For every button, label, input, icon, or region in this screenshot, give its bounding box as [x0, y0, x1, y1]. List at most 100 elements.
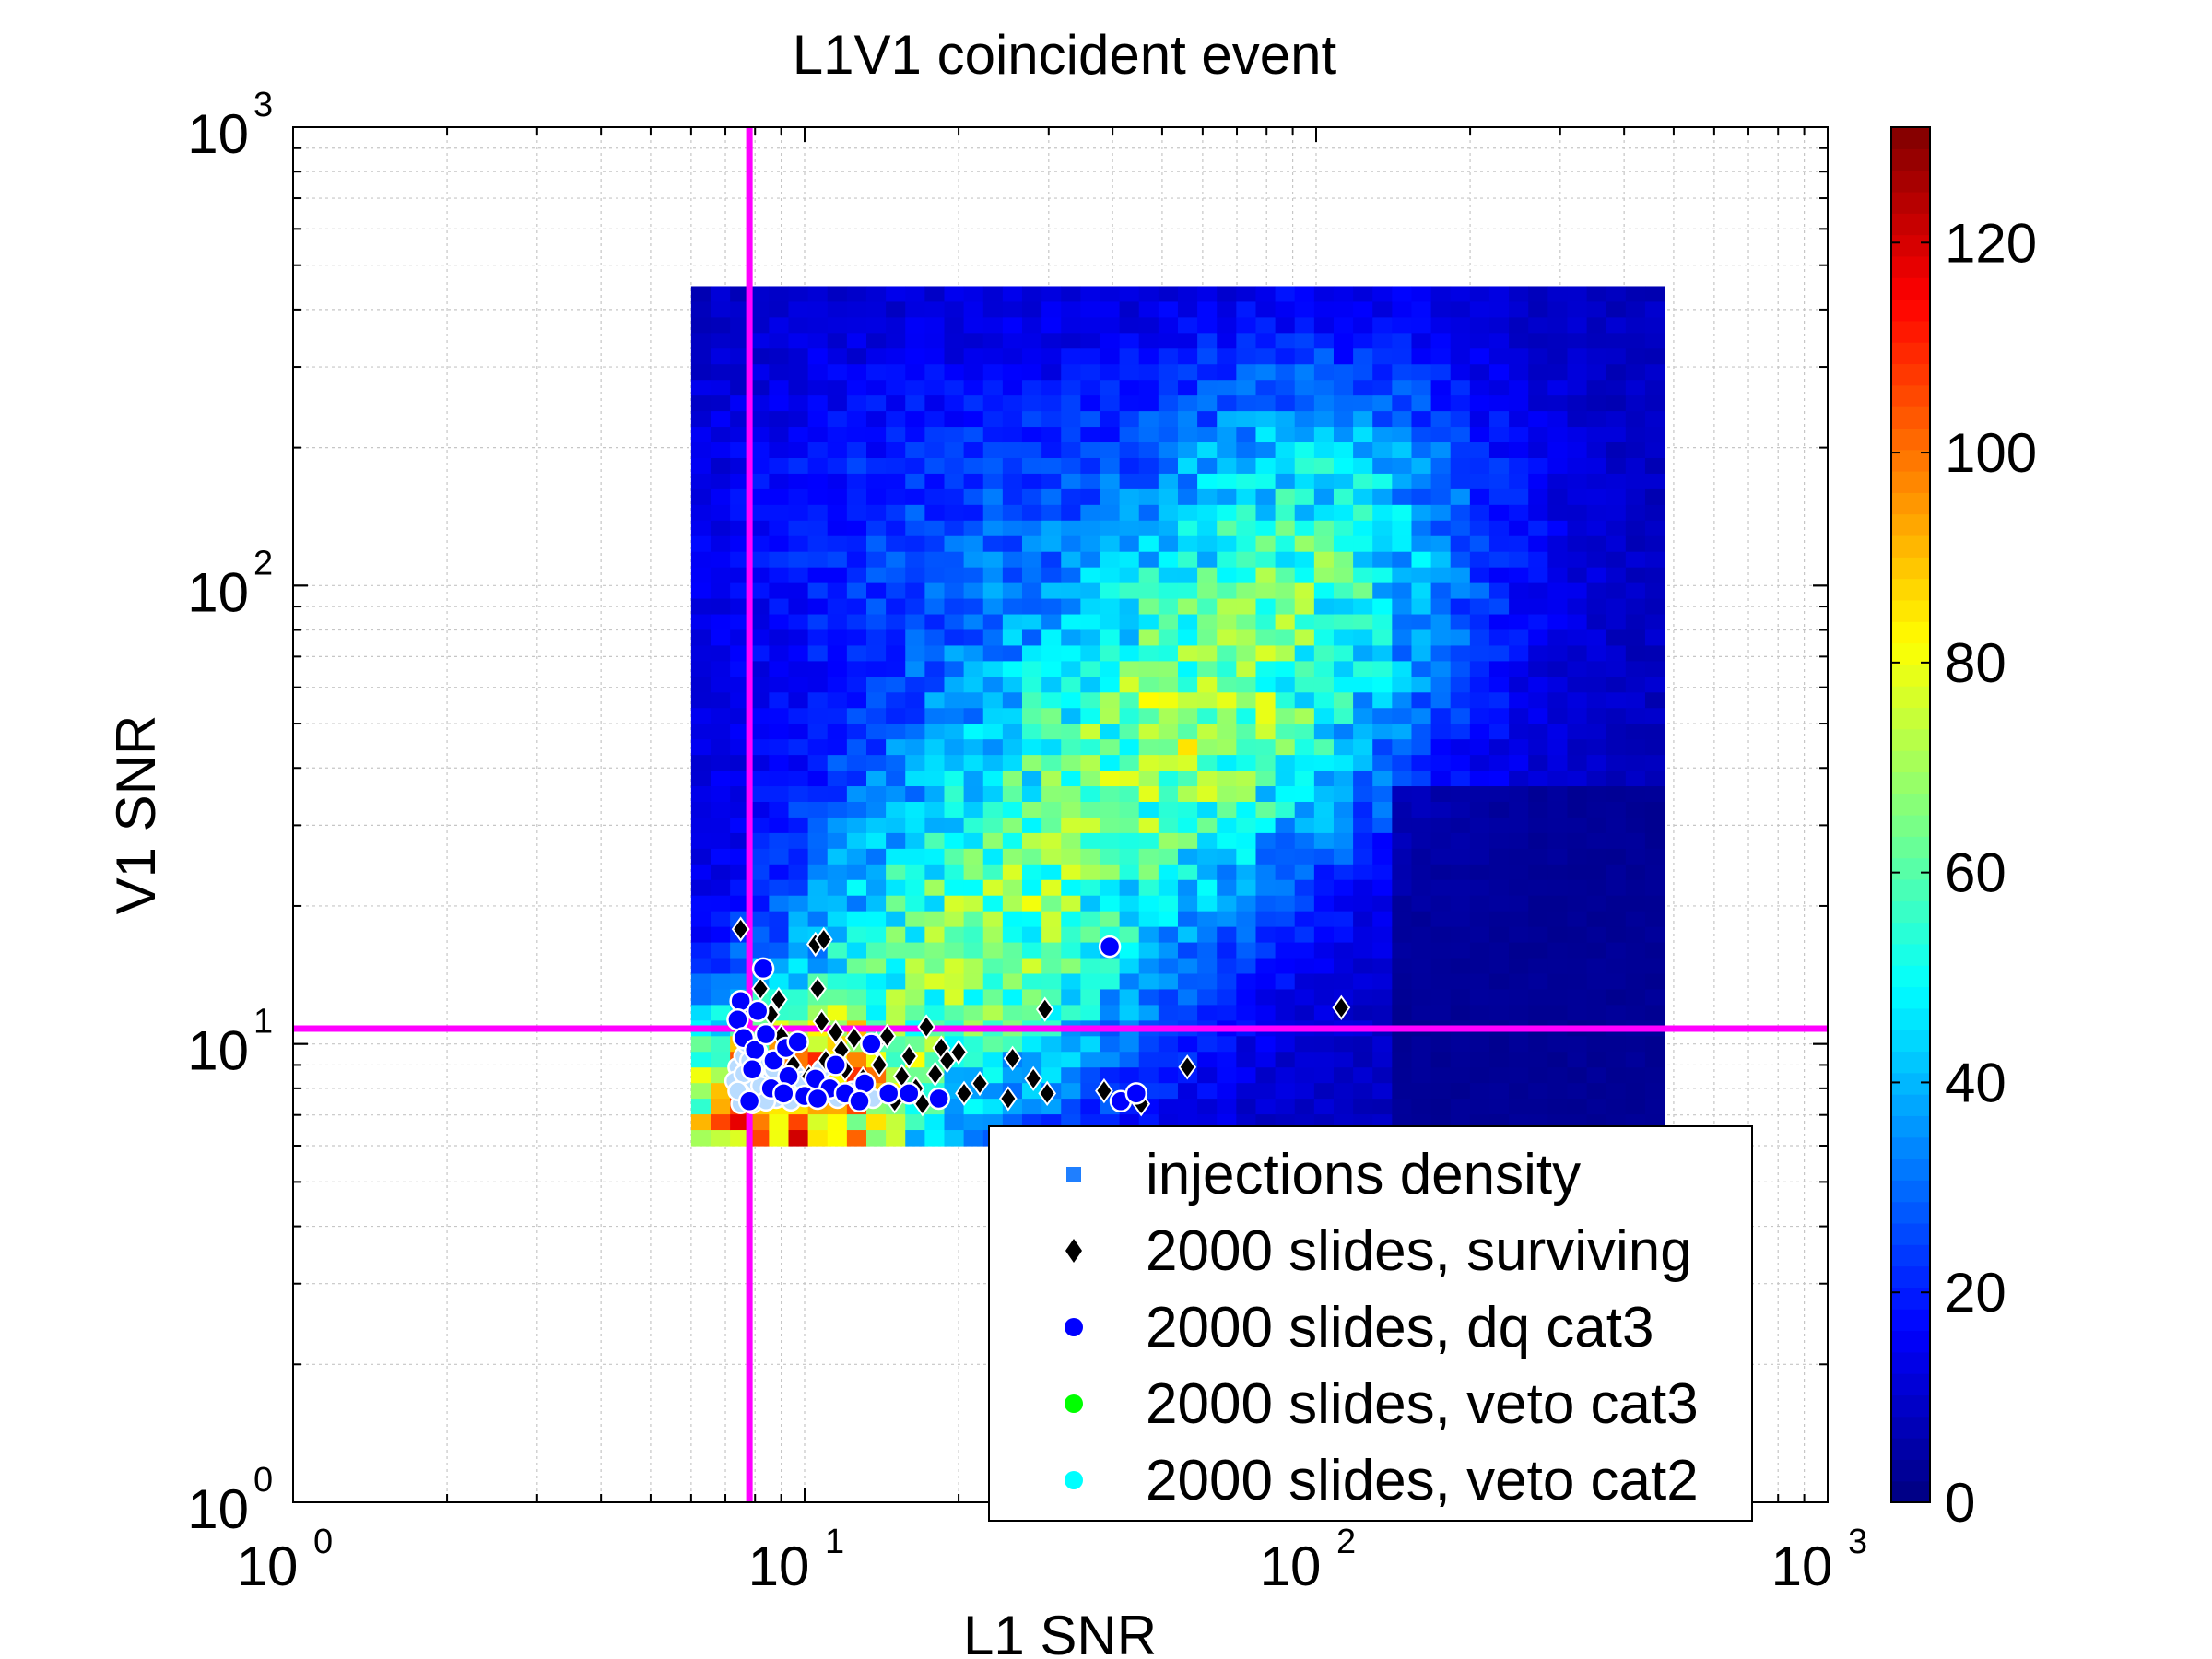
heatmap-cell: [846, 786, 867, 803]
heatmap-cell: [788, 989, 809, 1006]
y-tick-label: 10: [187, 1020, 249, 1082]
heatmap-cell: [1138, 317, 1159, 334]
colorbar-segment: [1891, 213, 1930, 236]
colorbar-segment: [1891, 1094, 1930, 1116]
heatmap-cell: [1392, 301, 1413, 318]
heatmap-cell: [1158, 879, 1179, 897]
heatmap-cell: [1606, 911, 1627, 928]
heatmap-cell: [982, 1083, 1004, 1100]
heatmap-cell: [1080, 864, 1101, 881]
heatmap-cell: [905, 708, 925, 724]
heatmap-cell: [1197, 473, 1218, 490]
heatmap-cell: [690, 879, 712, 897]
heatmap-cell: [827, 488, 848, 506]
heatmap-cell: [1217, 582, 1237, 600]
heatmap-cell: [1547, 708, 1569, 724]
heatmap-cell: [1041, 739, 1062, 756]
heatmap-cell: [1158, 380, 1179, 396]
heatmap-cell: [711, 801, 731, 818]
heatmap-cell: [1197, 692, 1218, 709]
heatmap-cell: [1275, 1067, 1296, 1084]
heatmap-cell: [1469, 817, 1490, 834]
heatmap-cell: [1002, 786, 1023, 803]
heatmap-cell: [905, 488, 925, 506]
heatmap-cell: [807, 535, 829, 553]
heatmap-cell: [1275, 333, 1296, 349]
heatmap-cell: [865, 520, 887, 537]
heatmap-cell: [1547, 739, 1569, 756]
heatmap-cell: [1217, 755, 1237, 771]
heatmap-cell: [730, 551, 750, 569]
heatmap-cell: [730, 755, 750, 771]
heatmap-cell: [827, 661, 848, 677]
heatmap-cell: [1547, 286, 1569, 303]
heatmap-cell: [905, 582, 925, 600]
heatmap-cell: [769, 301, 790, 318]
heatmap-cell: [1100, 567, 1121, 584]
heatmap-cell: [690, 1114, 712, 1131]
heatmap-cell: [1430, 801, 1452, 818]
heatmap-cell: [1353, 911, 1373, 928]
heatmap-cell: [1041, 551, 1062, 569]
heatmap-cell: [1411, 504, 1432, 522]
colorbar-segment: [1891, 1438, 1930, 1460]
heatmap-cell: [730, 598, 750, 616]
heatmap-cell: [1392, 879, 1413, 897]
heatmap-cell: [1041, 771, 1062, 787]
heatmap-cell: [1509, 395, 1529, 412]
heatmap-cell: [1177, 427, 1198, 443]
heatmap-cell: [1313, 364, 1335, 381]
heatmap-cell: [1488, 1036, 1510, 1053]
heatmap-cell: [1197, 427, 1218, 443]
heatmap-cell: [1333, 864, 1354, 881]
heatmap-cell: [1021, 832, 1042, 850]
heatmap-cell: [1430, 1099, 1452, 1115]
heatmap-cell: [1469, 724, 1490, 740]
heatmap-cell: [749, 1114, 770, 1131]
heatmap-cell: [690, 989, 712, 1006]
heatmap-cell: [1041, 567, 1062, 584]
colorbar-segment: [1891, 406, 1930, 429]
heatmap-cell: [711, 1099, 731, 1115]
heatmap-cell: [1255, 755, 1277, 771]
heatmap-cell: [1217, 817, 1237, 834]
heatmap-cell: [1644, 629, 1665, 647]
heatmap-cell: [1100, 958, 1121, 975]
heatmap-cell: [1061, 848, 1081, 865]
heatmap-cell: [1255, 973, 1277, 991]
heatmap-cell: [827, 380, 848, 396]
heatmap-cell: [1430, 973, 1452, 991]
heatmap-cell: [1041, 661, 1062, 677]
heatmap-cell: [1392, 629, 1413, 647]
heatmap-cell: [1469, 301, 1490, 318]
heatmap-cell: [1041, 1067, 1062, 1084]
heatmap-cell: [1255, 348, 1277, 365]
heatmap-cell: [846, 911, 867, 928]
heatmap-cell: [749, 771, 770, 787]
heatmap-cell: [711, 411, 731, 428]
heatmap-cell: [730, 771, 750, 787]
heatmap-cell: [1177, 286, 1198, 303]
heatmap-cell: [749, 942, 770, 959]
heatmap-cell: [1138, 879, 1159, 897]
heatmap-cell: [1353, 567, 1373, 584]
heatmap-cell: [1528, 801, 1548, 818]
heatmap-cell: [788, 457, 809, 475]
heatmap-cell: [788, 786, 809, 803]
heatmap-cell: [846, 1005, 867, 1021]
heatmap-cell: [1606, 832, 1627, 850]
heatmap-cell: [1488, 1005, 1510, 1021]
heatmap-cell: [846, 286, 867, 303]
heatmap-cell: [1586, 692, 1607, 709]
heatmap-cell: [827, 817, 848, 834]
heatmap-cell: [1236, 661, 1257, 677]
heatmap-cell: [1197, 457, 1218, 475]
heatmap-cell: [924, 973, 946, 991]
heatmap-cell: [1177, 771, 1198, 787]
heatmap-cell: [1080, 629, 1101, 647]
heatmap-cell: [769, 708, 790, 724]
heatmap-cell: [1586, 832, 1607, 850]
heatmap-cell: [1353, 629, 1373, 647]
heatmap-cell: [1625, 488, 1646, 506]
heatmap-cell: [1625, 645, 1646, 662]
